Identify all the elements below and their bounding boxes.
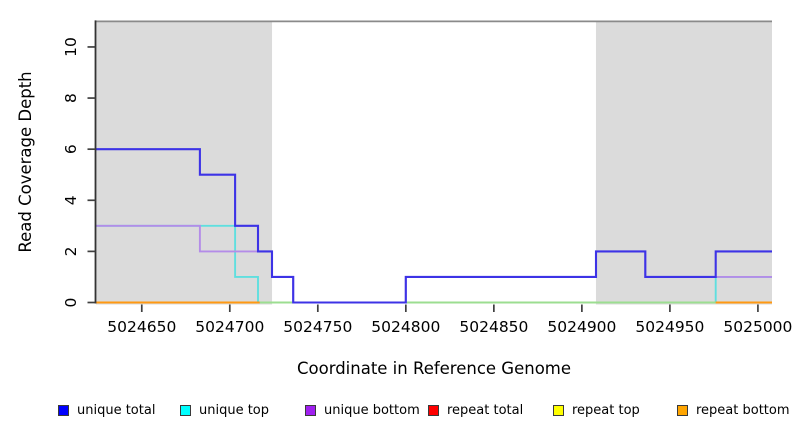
- shaded-repeat-regions: [96, 20, 772, 305]
- legend-swatch-unique-bottom: [305, 404, 316, 416]
- y-axis-title: Read Coverage Depth: [16, 71, 35, 252]
- legend-swatch-unique-top: [180, 404, 191, 416]
- legend-item-unique-total: unique total: [58, 401, 155, 419]
- x-tick-label: 5024650: [107, 318, 176, 336]
- x-tick-label: 5024900: [547, 318, 616, 336]
- x-tick-label: 5024850: [459, 318, 528, 336]
- legend-swatch-repeat-top: [553, 404, 564, 416]
- legend-label: repeat top: [572, 402, 640, 418]
- y-tick-label: 10: [62, 37, 80, 57]
- x-tick-label: 5025000: [723, 318, 792, 336]
- legend-item-repeat-total: repeat total: [428, 401, 523, 419]
- legend-item-repeat-top: repeat top: [553, 401, 640, 419]
- legend-swatch-unique-total: [58, 404, 69, 416]
- legend-label: unique bottom: [324, 402, 420, 418]
- y-tick-label: 0: [62, 298, 80, 308]
- x-axis-title: Coordinate in Reference Genome: [297, 359, 571, 378]
- chart-legend: unique total unique top unique bottom repea…: [0, 401, 792, 421]
- legend-item-unique-bottom: unique bottom: [305, 401, 420, 419]
- y-tick-label: 8: [62, 93, 80, 103]
- repeat-region-shading: [595, 20, 772, 305]
- x-tick-label: 5024700: [195, 318, 264, 336]
- x-tick-label: 5024800: [371, 318, 440, 336]
- legend-label: unique top: [199, 402, 270, 418]
- legend-item-repeat-bottom: repeat bottom: [677, 401, 790, 419]
- y-tick-label: 6: [62, 144, 80, 154]
- y-tick-label: 4: [62, 195, 80, 205]
- legend-swatch-repeat-bottom: [677, 404, 688, 416]
- legend-label: repeat bottom: [696, 402, 790, 418]
- repeat-region-shading: [96, 20, 273, 305]
- x-tick-label: 5024950: [635, 318, 704, 336]
- legend-label: unique total: [77, 402, 156, 418]
- x-tick-label: 5024750: [283, 318, 352, 336]
- y-tick-label: 2: [62, 246, 80, 256]
- legend-label: repeat total: [447, 402, 524, 418]
- series-line-unique-total: [96, 148, 772, 304]
- series-lines: [96, 148, 772, 304]
- legend-swatch-repeat-total: [428, 404, 439, 416]
- x-axis: 5024650 5024700 5024750 5024800 5024850 50249…: [107, 304, 792, 336]
- series-line-unique-top: [96, 224, 772, 304]
- legend-item-unique-top: unique top: [180, 401, 269, 419]
- y-axis: 0 2 4 6 8 10: [62, 20, 97, 308]
